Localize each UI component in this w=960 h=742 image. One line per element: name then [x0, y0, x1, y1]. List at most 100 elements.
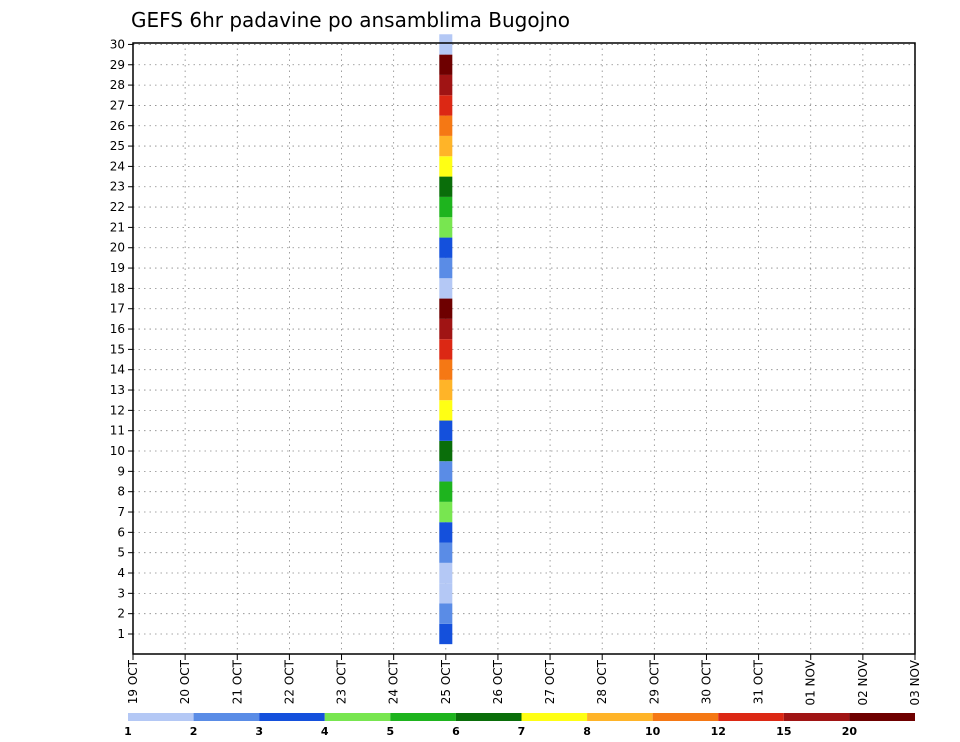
legend-label: 3: [255, 725, 263, 738]
x-tick-label: 24 OCT: [387, 659, 401, 704]
x-tick-label: 28 OCT: [595, 659, 609, 704]
legend-swatch: [783, 713, 850, 721]
x-tick-label: 27 OCT: [543, 659, 557, 704]
y-tick-label: 17: [110, 302, 125, 316]
legend-label: 20: [842, 725, 858, 738]
x-tick-label: 01 NOV: [804, 659, 818, 705]
precip-cell: [439, 278, 453, 299]
plot-frame: [132, 42, 916, 655]
precip-cell: [439, 420, 453, 441]
legend-swatch: [193, 713, 260, 721]
y-tick-label: 29: [110, 58, 125, 72]
precip-cell: [439, 34, 453, 55]
y-tick-label: 19: [110, 261, 125, 275]
x-tick-label: 03 NOV: [908, 659, 922, 705]
y-tick-label: 15: [110, 342, 125, 356]
x-tick-label: 21 OCT: [230, 659, 244, 704]
legend-swatch: [587, 713, 653, 721]
legend-swatch: [259, 713, 325, 721]
y-tick-label: 9: [117, 464, 125, 478]
precip-cell: [439, 176, 453, 197]
legend-swatch: [521, 713, 588, 721]
precip-cell: [439, 440, 453, 462]
legend-label: 8: [583, 725, 591, 738]
y-tick-label: 23: [110, 180, 125, 194]
precip-cell: [439, 196, 453, 218]
y-tick-label: 6: [117, 525, 125, 539]
precip-cell: [439, 501, 453, 523]
y-tick-label: 25: [110, 139, 125, 153]
x-tick-label: 31 OCT: [752, 659, 766, 704]
precip-cell: [439, 461, 453, 482]
precip-cell: [439, 318, 453, 340]
color-legend: 1 2 3 4 5 6 7 8 10 12 15 20: [124, 713, 915, 738]
precip-cell: [439, 481, 453, 502]
y-tick-label: 24: [110, 159, 125, 173]
y-tick-label: 2: [117, 607, 125, 621]
x-tick-label: 20 OCT: [178, 659, 192, 704]
y-tick-label: 28: [110, 78, 125, 92]
precip-cell: [439, 298, 453, 319]
y-tick-label: 10: [110, 444, 125, 458]
y-tick-label: 14: [110, 363, 125, 377]
legend-swatch: [324, 713, 391, 721]
legend-label: 7: [518, 725, 526, 738]
precip-cell: [439, 583, 453, 604]
y-tick-label: 12: [110, 403, 125, 417]
precip-cells: [439, 34, 453, 645]
precip-cell: [439, 217, 453, 238]
y-tick-label: 3: [117, 586, 125, 600]
x-tick-label: 29 OCT: [647, 659, 661, 704]
precip-cell: [439, 74, 453, 96]
precip-cell: [439, 400, 453, 421]
precip-cell: [439, 135, 453, 157]
precip-cell: [439, 95, 453, 116]
legend-swatch: [390, 713, 456, 721]
x-tick-label: 26 OCT: [491, 659, 505, 704]
legend-label: 15: [776, 725, 791, 738]
y-tick-label: 8: [117, 485, 125, 499]
legend-label: 2: [190, 725, 198, 738]
y-tick-label: 20: [110, 241, 125, 255]
legend-label: 5: [387, 725, 395, 738]
legend-swatch: [128, 713, 194, 721]
y-tick-label: 22: [110, 200, 125, 214]
precip-cell: [439, 562, 453, 584]
precip-cell: [439, 522, 453, 543]
precip-cell: [439, 623, 453, 645]
y-tick-label: 21: [110, 220, 125, 234]
legend-label: 1: [124, 725, 132, 738]
precip-cell: [439, 359, 453, 380]
grid-lines: [132, 43, 916, 654]
precip-cell: [439, 257, 453, 279]
y-tick-label: 1: [117, 627, 125, 641]
chart-title: GEFS 6hr padavine po ansamblima Bugojno: [131, 8, 570, 32]
legend-swatch: [455, 713, 522, 721]
precip-cell: [439, 603, 453, 624]
y-tick-label: 26: [110, 119, 125, 133]
precip-cell: [439, 115, 453, 136]
legend-swatch: [718, 713, 784, 721]
precip-cell: [439, 379, 453, 401]
legend-swatch: [652, 713, 719, 721]
precip-cell: [439, 542, 453, 563]
precip-cell: [439, 237, 453, 258]
x-tick-label: 02 NOV: [856, 659, 870, 705]
y-tick-label: 30: [110, 37, 125, 51]
x-tick-label: 19 OCT: [126, 659, 140, 704]
y-tick-label: 27: [110, 98, 125, 112]
y-tick-label: 18: [110, 281, 125, 295]
x-tick-label: 23 OCT: [335, 659, 349, 704]
x-tick-label: 22 OCT: [282, 659, 296, 704]
legend-swatch: [849, 713, 915, 721]
x-axis-ticks: 19 OCT 20 OCT 21 OCT 22 OCT 23 OCT 24 OCT 25 O…: [126, 654, 922, 706]
legend-label: 4: [321, 725, 329, 738]
x-tick-label: 30 OCT: [699, 659, 713, 704]
legend-label: 6: [452, 725, 460, 738]
y-tick-label: 13: [110, 383, 125, 397]
precip-cell: [439, 339, 453, 360]
y-tick-label: 5: [117, 546, 125, 560]
precip-cell: [439, 54, 453, 75]
legend-label: 12: [711, 725, 726, 738]
